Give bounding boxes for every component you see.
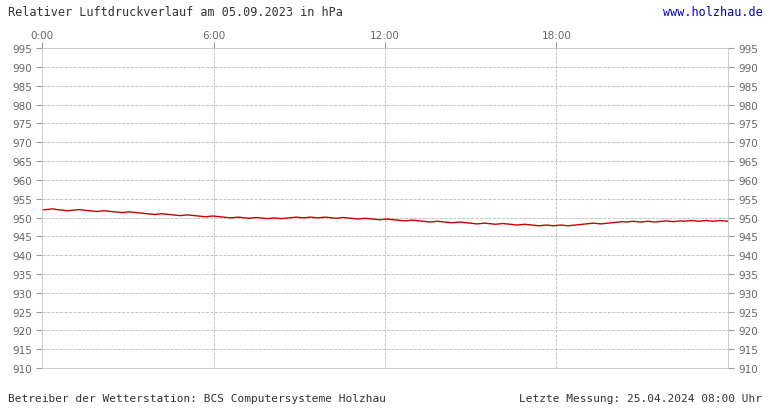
- Text: Relativer Luftdruckverlauf am 05.09.2023 in hPa: Relativer Luftdruckverlauf am 05.09.2023…: [8, 6, 343, 19]
- Text: www.holzhau.de: www.holzhau.de: [662, 6, 762, 19]
- Text: Letzte Messung: 25.04.2024 08:00 Uhr: Letzte Messung: 25.04.2024 08:00 Uhr: [519, 393, 762, 403]
- Text: Betreiber der Wetterstation: BCS Computersysteme Holzhau: Betreiber der Wetterstation: BCS Compute…: [8, 393, 386, 403]
